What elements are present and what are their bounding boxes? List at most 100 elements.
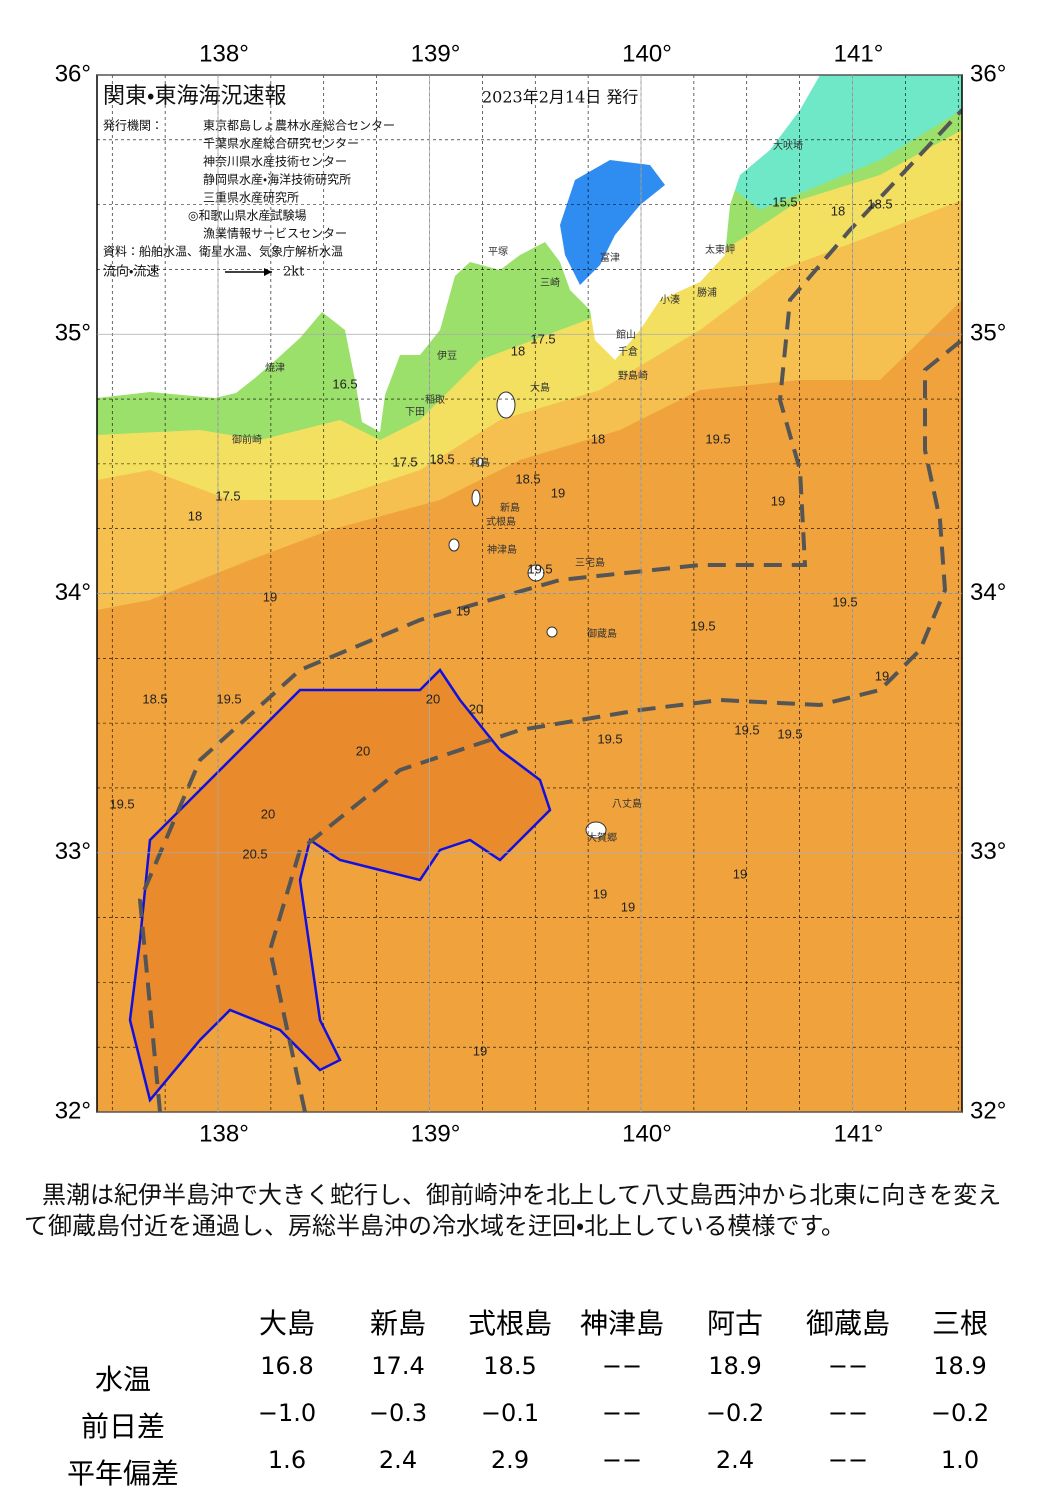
table-cell: −− — [601, 1446, 643, 1474]
contour-label: 15.5 — [772, 194, 797, 209]
tokyo-bay — [560, 160, 665, 285]
lon-label: 138° — [199, 40, 249, 67]
table-cell: 2.4 — [378, 1446, 418, 1474]
contour-label: 19.5 — [527, 561, 552, 576]
place-name: 式根島 — [486, 515, 516, 528]
column-header: 三根 — [931, 1307, 989, 1340]
place-name: 利島 — [470, 456, 490, 469]
table-cell: −0.3 — [368, 1399, 428, 1427]
kuroshio-edge — [267, 338, 962, 1112]
column-header: 新島 — [369, 1307, 427, 1340]
contour-label: 18.5 — [142, 691, 167, 706]
lat-label: 32° — [55, 1097, 91, 1124]
lat-label: 36° — [970, 60, 1006, 87]
place-name: 小湊 — [660, 293, 680, 306]
flow-scale: 2kt — [283, 265, 305, 280]
issuer: 神奈川県水産技術センター — [203, 154, 347, 169]
table-cell: −− — [827, 1399, 869, 1427]
table-cell: −0.2 — [930, 1399, 990, 1427]
lon-label: 141° — [834, 1120, 884, 1147]
table-cell: −1.0 — [257, 1399, 317, 1427]
contour-label: 19 — [771, 493, 785, 508]
contour-label: 19 — [263, 589, 277, 604]
column-header: 御蔵島 — [805, 1307, 891, 1340]
table-cell: 2.4 — [715, 1446, 755, 1474]
contour-label: 17.5 — [215, 488, 240, 503]
place-name: 大吠埼 — [773, 139, 803, 152]
date: 2023年2月14日 発行 — [482, 88, 638, 107]
lon-label: 139° — [411, 40, 461, 67]
place-name: 三宅島 — [575, 556, 605, 569]
contour-label: 19.5 — [216, 691, 241, 706]
lat-label: 32° — [970, 1097, 1006, 1124]
table-cell: 18.9 — [933, 1352, 987, 1380]
caption: 黒潮は紀伊半島沖で大きく蛇行し、御前崎沖を北上して八丈島西沖から北東に向きを変え… — [24, 1181, 1002, 1240]
lon-label: 139° — [411, 1120, 461, 1147]
table-cell: −− — [601, 1352, 643, 1380]
contour-label: 20 — [356, 743, 370, 758]
island — [585, 821, 607, 839]
table-cell: 2.9 — [490, 1446, 530, 1474]
table-cell: 1.6 — [267, 1446, 307, 1474]
column-header: 大島 — [258, 1307, 316, 1340]
contour-label: 20 — [426, 691, 440, 706]
issuer: 漁業情報サービスセンター — [203, 227, 347, 241]
place-name: 勝浦 — [697, 286, 717, 299]
issuer-label: 発行機関： — [103, 119, 163, 133]
lat-label: 34° — [970, 579, 1006, 606]
contour-label: 19 — [593, 886, 607, 901]
table-cell: 18.9 — [708, 1352, 762, 1380]
contour-label: 18 — [188, 508, 202, 523]
table-cell: −− — [601, 1399, 643, 1427]
island — [546, 626, 558, 638]
contour-label: 19 — [733, 866, 747, 881]
row-label: 水温 — [94, 1363, 152, 1396]
contour-label: 19.5 — [109, 796, 134, 811]
contour-label: 18 — [511, 343, 525, 358]
issuer: 静岡県水産・海洋技術研究所 — [203, 172, 351, 187]
contour-label: 18.5 — [429, 451, 454, 466]
place-name: 神津島 — [487, 543, 517, 556]
20c-contour — [128, 668, 552, 1103]
map: 関東・東海海況速報 2023年2月14日 発行 発行機関： 東京都島しょ農林水産… — [55, 40, 1007, 1147]
contour-label: 19 — [875, 668, 889, 683]
contour-label: 19.5 — [832, 594, 857, 609]
place-name: 新島 — [500, 501, 520, 514]
contour-label: 19.5 — [777, 726, 802, 741]
place-name: 稲取 — [425, 394, 445, 406]
lon-label: 141° — [834, 40, 884, 67]
contour-label: 20 — [261, 806, 275, 821]
column-header: 阿古 — [706, 1307, 764, 1340]
issuer: 東京都島しょ農林水産総合センター — [203, 118, 395, 133]
lon-label: 140° — [622, 1120, 672, 1147]
lon-label: 140° — [622, 40, 672, 67]
row-label: 前日差 — [80, 1410, 166, 1443]
place-name: 千倉 — [618, 346, 638, 358]
lon-label: 138° — [199, 1120, 249, 1147]
contour-label: 19 — [621, 899, 635, 914]
source: 資料：船舶水温、衛星水温、気象庁解析水温 — [103, 244, 343, 259]
island — [496, 391, 516, 419]
place-name: 八丈島 — [612, 797, 642, 810]
contour-label: 20 — [469, 701, 483, 716]
contour-label: 20.5 — [242, 846, 267, 861]
contour-label: 19 — [456, 603, 470, 618]
lat-label: 35° — [55, 320, 91, 347]
table-cell: 16.8 — [260, 1352, 314, 1380]
lat-label: 34° — [55, 579, 91, 606]
lat-label: 33° — [970, 838, 1006, 865]
place-name: 三崎 — [540, 276, 560, 289]
flow-label: 流向・流速 — [103, 264, 159, 280]
title: 関東・東海海況速報 — [103, 84, 286, 109]
lat-label: 35° — [970, 320, 1006, 347]
place-name: 太東岬 — [705, 243, 735, 256]
lat-label: 36° — [55, 60, 91, 87]
island — [448, 538, 460, 552]
issuer: ◎和歌山県水産試験場 — [188, 208, 306, 223]
contour-label: 18.5 — [867, 196, 892, 211]
table-cell: −0.2 — [705, 1399, 765, 1427]
column-header: 神津島 — [579, 1307, 665, 1340]
table-cell: −− — [827, 1446, 869, 1474]
island — [471, 489, 481, 507]
